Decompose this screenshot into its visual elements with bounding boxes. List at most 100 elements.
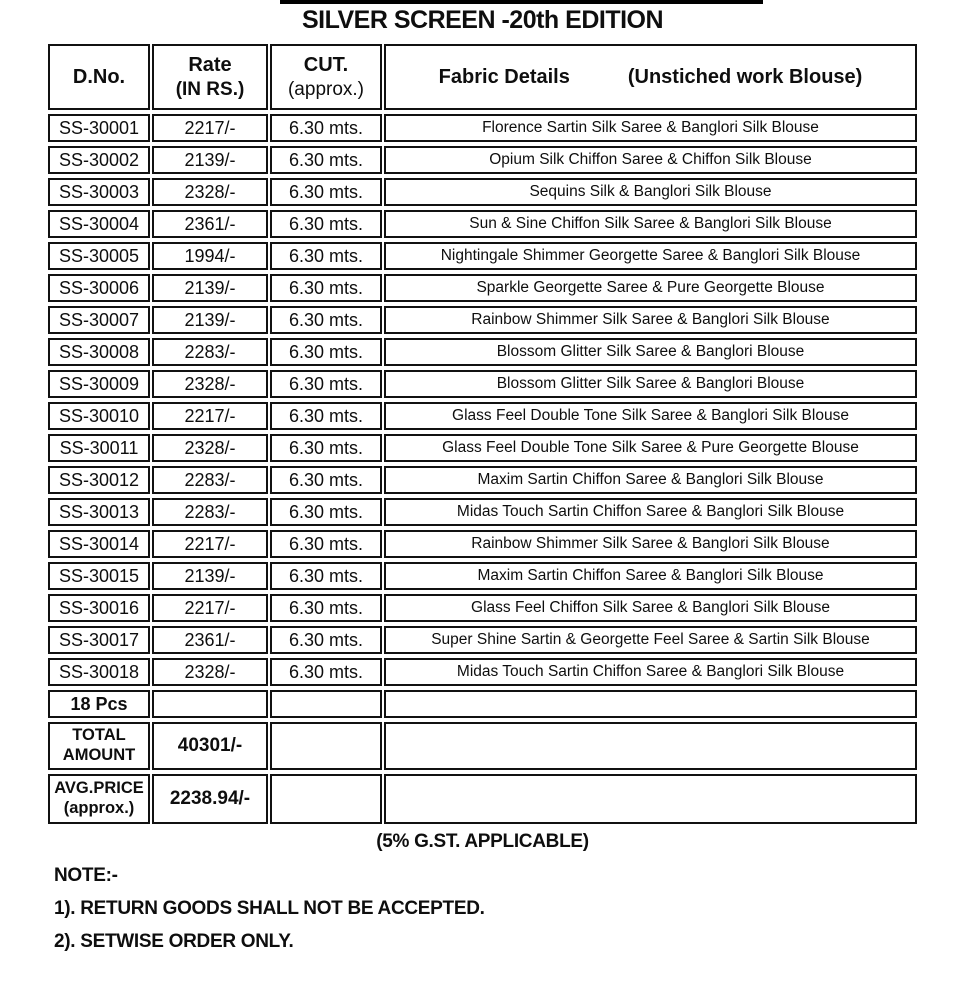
cell-rate: 2361/- <box>152 210 268 238</box>
cell-dno: SS-30001 <box>48 114 150 142</box>
cell-fabric: Glass Feel Chiffon Silk Saree & Banglori… <box>384 594 917 622</box>
cell-fabric: Glass Feel Double Tone Silk Saree & Bang… <box>384 402 917 430</box>
cell-fabric: Maxim Sartin Chiffon Saree & Banglori Si… <box>384 466 917 494</box>
cell-cut: 6.30 mts. <box>270 146 382 174</box>
cell-rate: 2139/- <box>152 146 268 174</box>
cell-rate: 2328/- <box>152 658 268 686</box>
table-row: SS-30011 2328/- 6.30 mts. Glass Feel Double… <box>48 434 917 462</box>
empty-cell <box>270 690 382 718</box>
table-row: SS-30005 1994/- 6.30 mts. Nightingale Shimm… <box>48 242 917 270</box>
avg-price-label-line1: AVG.PRICE <box>54 779 144 798</box>
cell-fabric: Blossom Glitter Silk Saree & Banglori Bl… <box>384 370 917 398</box>
cell-dno: SS-30015 <box>48 562 150 590</box>
cell-rate: 2283/- <box>152 466 268 494</box>
avg-price-value: 2238.94/- <box>152 774 268 824</box>
header-fabric: Fabric Details (Unstiched work Blouse) <box>384 44 917 110</box>
price-table: D.No. Rate (IN RS.) CUT. (approx.) Fabri… <box>46 40 919 828</box>
cell-cut: 6.30 mts. <box>270 274 382 302</box>
cell-dno: SS-30017 <box>48 626 150 654</box>
cell-dno: SS-30008 <box>48 338 150 366</box>
total-amount-label: TOTAL AMOUNT <box>48 722 150 770</box>
avg-price-label-line2: (approx.) <box>63 799 135 817</box>
empty-cell <box>270 774 382 824</box>
cell-fabric: Blossom Glitter Silk Saree & Banglori Bl… <box>384 338 917 366</box>
cell-fabric: Super Shine Sartin & Georgette Feel Sare… <box>384 626 917 654</box>
header-cut-line1: CUT. <box>303 53 349 76</box>
cell-fabric: Midas Touch Sartin Chiffon Saree & Bangl… <box>384 498 917 526</box>
cell-cut: 6.30 mts. <box>270 210 382 238</box>
cell-rate: 2328/- <box>152 434 268 462</box>
cell-dno: SS-30011 <box>48 434 150 462</box>
cell-cut: 6.30 mts. <box>270 658 382 686</box>
table-row: SS-30008 2283/- 6.30 mts. Blossom Glitter S… <box>48 338 917 366</box>
pieces-cell: 18 Pcs <box>48 690 150 718</box>
cell-cut: 6.30 mts. <box>270 242 382 270</box>
notes-heading: NOTE:- <box>54 865 118 886</box>
table-summary: 18 Pcs TOTAL AMOUNT 40301/- AVG.PRICE (a… <box>48 690 917 824</box>
empty-cell <box>270 722 382 770</box>
cell-cut: 6.30 mts. <box>270 402 382 430</box>
empty-cell <box>152 690 268 718</box>
header-cut-line2: (approx.) <box>287 78 365 100</box>
cell-rate: 2217/- <box>152 114 268 142</box>
cell-dno: SS-30009 <box>48 370 150 398</box>
cell-cut: 6.30 mts. <box>270 466 382 494</box>
cell-fabric: Rainbow Shimmer Silk Saree & Banglori Si… <box>384 306 917 334</box>
cell-rate: 2217/- <box>152 594 268 622</box>
total-amount-label-line2: AMOUNT <box>62 746 136 764</box>
header-row: D.No. Rate (IN RS.) CUT. (approx.) Fabri… <box>48 44 917 110</box>
empty-cell <box>384 722 917 770</box>
cell-dno: SS-30002 <box>48 146 150 174</box>
cell-dno: SS-30006 <box>48 274 150 302</box>
cell-fabric: Florence Sartin Silk Saree & Banglori Si… <box>384 114 917 142</box>
table-row: SS-30018 2328/- 6.30 mts. Midas Touch Sarti… <box>48 658 917 686</box>
table-row: SS-30009 2328/- 6.30 mts. Blossom Glitter S… <box>48 370 917 398</box>
cell-dno: SS-30012 <box>48 466 150 494</box>
table-row: SS-30015 2139/- 6.30 mts. Maxim Sartin Chif… <box>48 562 917 590</box>
cell-rate: 2328/- <box>152 178 268 206</box>
cell-dno: SS-30004 <box>48 210 150 238</box>
empty-cell <box>384 690 917 718</box>
notes-section: NOTE:- 1). RETURN GOODS SHALL NOT BE ACC… <box>54 865 919 953</box>
total-amount-value: 40301/- <box>152 722 268 770</box>
cell-rate: 2283/- <box>152 338 268 366</box>
cell-cut: 6.30 mts. <box>270 178 382 206</box>
cell-cut: 6.30 mts. <box>270 498 382 526</box>
cell-dno: SS-30013 <box>48 498 150 526</box>
avg-price-row: AVG.PRICE (approx.) 2238.94/- <box>48 774 917 824</box>
cell-rate: 2217/- <box>152 402 268 430</box>
table-row: SS-30006 2139/- 6.30 mts. Sparkle Georgette… <box>48 274 917 302</box>
header-rate: Rate (IN RS.) <box>152 44 268 110</box>
scan-artifact-strip <box>280 0 763 4</box>
table-row: SS-30010 2217/- 6.30 mts. Glass Feel Double… <box>48 402 917 430</box>
header-cut: CUT. (approx.) <box>270 44 382 110</box>
table-row: SS-30002 2139/- 6.30 mts. Opium Silk Chiffo… <box>48 146 917 174</box>
cell-cut: 6.30 mts. <box>270 562 382 590</box>
cell-fabric: Sequins Silk & Banglori Silk Blouse <box>384 178 917 206</box>
total-amount-label-line1: TOTAL <box>72 726 126 745</box>
header-rate-line2: (IN RS.) <box>175 78 245 100</box>
cell-dno: SS-30016 <box>48 594 150 622</box>
table-row: SS-30013 2283/- 6.30 mts. Midas Touch Sarti… <box>48 498 917 526</box>
table-body: SS-30001 2217/- 6.30 mts. Florence Sartin S… <box>48 114 917 686</box>
cell-cut: 6.30 mts. <box>270 530 382 558</box>
cell-dno: SS-30010 <box>48 402 150 430</box>
cell-dno: SS-30005 <box>48 242 150 270</box>
cell-fabric: Rainbow Shimmer Silk Saree & Banglori Si… <box>384 530 917 558</box>
cell-rate: 2139/- <box>152 562 268 590</box>
page-title: SILVER SCREEN -20th EDITION <box>301 6 664 34</box>
cell-cut: 6.30 mts. <box>270 594 382 622</box>
cell-fabric: Sparkle Georgette Saree & Pure Georgette… <box>384 274 917 302</box>
table-row: SS-30012 2283/- 6.30 mts. Maxim Sartin Chif… <box>48 466 917 494</box>
cell-rate: 2283/- <box>152 498 268 526</box>
cell-fabric: Opium Silk Chiffon Saree & Chiffon Silk … <box>384 146 917 174</box>
table-row: SS-30017 2361/- 6.30 mts. Super Shine Sarti… <box>48 626 917 654</box>
cell-cut: 6.30 mts. <box>270 434 382 462</box>
cell-rate: 1994/- <box>152 242 268 270</box>
header-dno: D.No. <box>48 44 150 110</box>
header-rate-line1: Rate <box>188 53 232 76</box>
table-row: SS-30016 2217/- 6.30 mts. Glass Feel Chiffo… <box>48 594 917 622</box>
header-fabric-note: (Unstiched work Blouse) <box>627 65 863 88</box>
cell-fabric: Sun & Sine Chiffon Silk Saree & Banglori… <box>384 210 917 238</box>
cell-dno: SS-30014 <box>48 530 150 558</box>
